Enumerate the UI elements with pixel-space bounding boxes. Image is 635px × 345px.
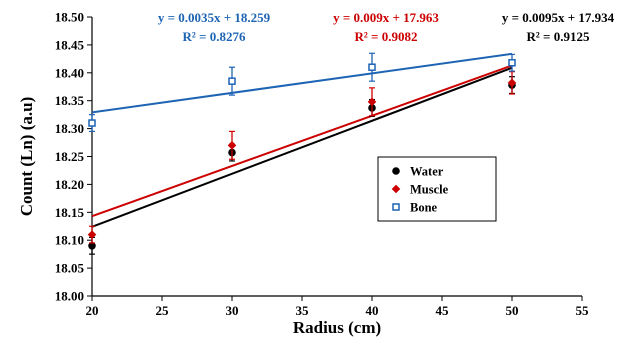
y-tick-label: 18.20: [55, 177, 84, 192]
legend-marker-muscle: [391, 184, 401, 194]
y-tick-label: 18.15: [55, 205, 85, 220]
data-point-bone: [88, 119, 96, 127]
trendline-bone: [91, 52, 513, 114]
axes: 20 25 30 35 40 45 50 55 18.00 18.05 18.10 18.15 18.2…: [17, 10, 589, 338]
y-tick-label: 18.50: [55, 10, 84, 25]
y-tick-label: 18.05: [55, 261, 85, 276]
equation-bone: y = 0.0035x + 18.259: [158, 10, 271, 25]
x-tick-label: 35: [296, 303, 310, 318]
data-points: [87, 52, 517, 255]
data-point-bone: [228, 77, 236, 85]
x-tick-label: 50: [506, 303, 519, 318]
x-tick-label: 20: [86, 303, 99, 318]
equation-muscle: y = 0.009x + 17.963: [333, 10, 439, 25]
y-tick-label: 18.45: [55, 37, 85, 52]
r-squared-water: R² = 0.9125: [527, 29, 590, 44]
x-tick-label: 30: [226, 303, 239, 318]
y-axis-title: Count (Ln) (a.u): [17, 97, 36, 217]
y-tick-label: 18.30: [55, 121, 84, 136]
legend-label-muscle: Muscle: [410, 183, 449, 197]
legend-marker-bone: [392, 203, 400, 211]
series-muscle: [87, 71, 517, 244]
series-bone: [88, 52, 516, 132]
x-tick-label: 40: [366, 303, 379, 318]
data-point-muscle: [367, 97, 377, 107]
legend: Water Muscle Bone: [377, 156, 497, 222]
data-point-muscle: [87, 230, 97, 239]
legend-label-bone: Bone: [410, 201, 438, 215]
x-tick-label: 25: [156, 303, 170, 318]
x-tick-label: 45: [436, 303, 450, 318]
data-point-bone: [508, 59, 516, 67]
r-squared-bone: R² = 0.8276: [183, 29, 246, 44]
y-tick-label: 18.40: [55, 65, 84, 80]
r-squared-muscle: R² = 0.9082: [355, 29, 418, 44]
data-point-muscle: [507, 78, 517, 88]
y-tick-label: 18.25: [55, 149, 85, 164]
data-point-muscle: [227, 141, 237, 150]
trendline-muscle: [91, 64, 513, 218]
x-axis-title: Radius (cm): [293, 318, 381, 337]
trendline-water: [91, 66, 513, 228]
x-tick-label: 55: [576, 303, 590, 318]
data-point-bone: [368, 63, 376, 71]
y-tick-label: 18.10: [55, 233, 84, 248]
y-tick-label: 18.00: [55, 289, 84, 304]
equation-water: y = 0.0095x + 17.934: [502, 10, 615, 25]
trendline-equations: y = 0.0095x + 17.934 R² = 0.9125 y = 0.009…: [158, 10, 615, 44]
legend-marker-water: [392, 167, 400, 175]
y-tick-label: 18.35: [55, 93, 85, 108]
legend-label-water: Water: [410, 165, 444, 179]
trendlines: [91, 52, 513, 228]
